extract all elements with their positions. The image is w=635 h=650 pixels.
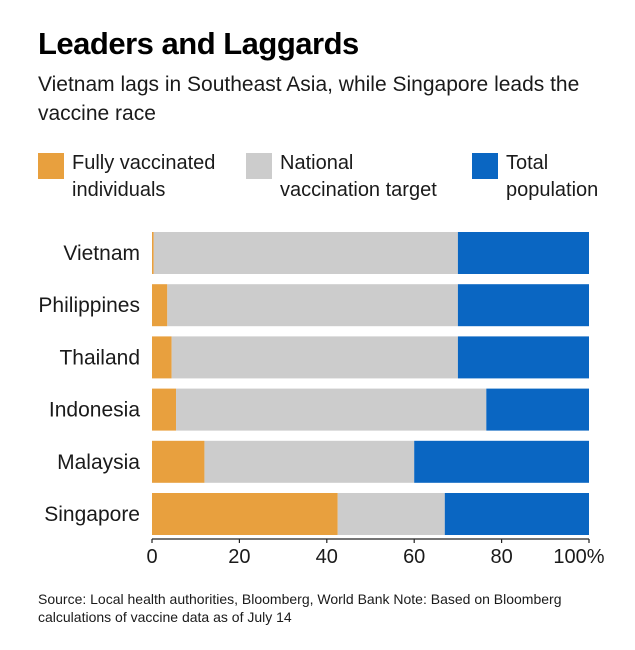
category-label-vietnam: Vietnam xyxy=(63,242,140,265)
legend-swatch-total-population xyxy=(472,153,498,179)
bar-vietnam-national-vaccination-target xyxy=(153,232,458,274)
x-tick-label: 40 xyxy=(316,546,338,568)
chart-title: Leaders and Laggards xyxy=(38,26,359,61)
legend-item-national-target: National vaccination target xyxy=(246,150,446,204)
bar-vietnam-fully-vaccinated-individuals xyxy=(152,232,154,274)
legend-item-total-population: Total population xyxy=(472,150,612,204)
bar-thailand-national-vaccination-target xyxy=(171,336,458,379)
bar-philippines-total-population xyxy=(457,284,589,327)
category-label-singapore: Singapore xyxy=(44,503,140,526)
legend-label-national-target: National vaccination target xyxy=(280,152,437,201)
legend-swatch-fully-vaccinated xyxy=(38,153,64,179)
category-label-indonesia: Indonesia xyxy=(49,399,140,422)
bar-philippines-fully-vaccinated-individuals xyxy=(152,284,168,327)
x-tick-label: 20 xyxy=(228,546,250,568)
x-tick-label: 0 xyxy=(146,546,157,568)
x-tick-label: 80 xyxy=(490,546,512,568)
bar-singapore-total-population xyxy=(444,493,589,535)
category-label-malaysia: Malaysia xyxy=(57,451,140,474)
category-label-thailand: Thailand xyxy=(59,346,140,369)
bar-thailand-fully-vaccinated-individuals xyxy=(152,336,172,379)
bar-indonesia-fully-vaccinated-individuals xyxy=(152,388,177,431)
bar-malaysia-national-vaccination-target xyxy=(204,440,415,483)
category-label-philippines: Philippines xyxy=(38,294,140,317)
bar-philippines-national-vaccination-target xyxy=(167,284,458,327)
bar-indonesia-national-vaccination-target xyxy=(176,388,487,431)
legend-swatch-national-target xyxy=(246,153,272,179)
legend-label-fully-vaccinated: Fully vaccinated individuals xyxy=(72,152,216,201)
bar-singapore-fully-vaccinated-individuals xyxy=(152,493,338,535)
bar-thailand-total-population xyxy=(457,336,589,379)
legend-item-fully-vaccinated: Fully vaccinated individuals xyxy=(38,150,243,204)
x-tick-label: 100% xyxy=(553,546,604,568)
chart-subtitle: Vietnam lags in Southeast Asia, while Si… xyxy=(38,73,580,125)
bar-malaysia-fully-vaccinated-individuals xyxy=(152,440,205,483)
x-tick-label: 60 xyxy=(403,546,425,568)
bar-vietnam-total-population xyxy=(457,232,589,274)
source-note: Source: Local health authorities, Bloomb… xyxy=(38,591,562,625)
bar-singapore-national-vaccination-target xyxy=(337,493,445,535)
bar-indonesia-total-population xyxy=(486,388,589,431)
bar-malaysia-total-population xyxy=(414,440,589,483)
legend-label-total-population: Total population xyxy=(506,152,599,201)
